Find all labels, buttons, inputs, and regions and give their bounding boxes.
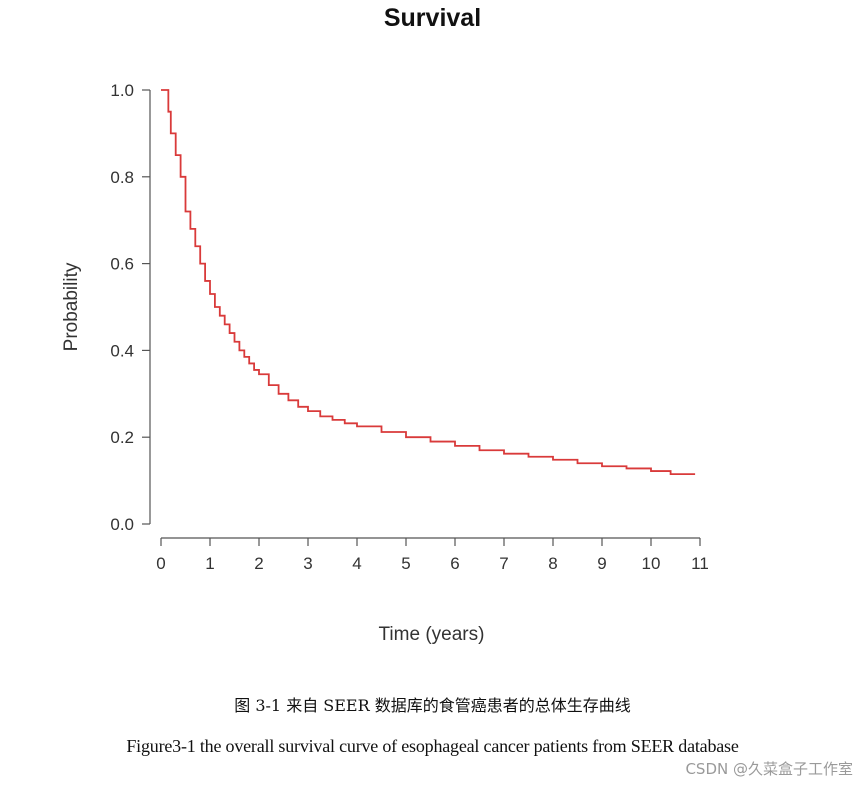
x-tick-label: 1 bbox=[205, 554, 214, 573]
y-axis-label: Probability bbox=[61, 262, 82, 351]
figure-caption-chinese: 图 3-1 来自 SEER 数据库的食管癌患者的总体生存曲线 bbox=[234, 696, 631, 715]
x-tick-label: 5 bbox=[401, 554, 410, 573]
x-axis-label: Time (years) bbox=[379, 624, 485, 645]
y-tick-label: 0.2 bbox=[110, 428, 134, 447]
y-tick-label: 1.0 bbox=[110, 81, 134, 100]
x-tick-label: 3 bbox=[303, 554, 312, 573]
chart-series bbox=[161, 89, 696, 475]
x-tick-label: 9 bbox=[597, 554, 606, 573]
x-tick-label: 4 bbox=[352, 554, 361, 573]
x-tick-label: 11 bbox=[691, 554, 709, 573]
watermark: CSDN @久菜盒子工作室 bbox=[685, 760, 853, 778]
x-tick-label: 8 bbox=[548, 554, 557, 573]
y-tick-label: 0.0 bbox=[110, 515, 134, 534]
y-tick-label: 0.4 bbox=[110, 341, 134, 360]
x-tick-label: 10 bbox=[642, 554, 661, 573]
survival-curve-line bbox=[161, 89, 696, 475]
x-tick-label: 6 bbox=[450, 554, 459, 573]
x-tick-label: 0 bbox=[156, 554, 165, 573]
y-tick-label: 0.8 bbox=[110, 168, 134, 187]
figure-caption-english: Figure3-1 the overall survival curve of … bbox=[126, 736, 739, 756]
y-tick-label: 0.6 bbox=[110, 255, 134, 274]
x-tick-label: 7 bbox=[499, 554, 508, 573]
chart-title: Survival bbox=[383, 4, 482, 32]
x-tick-label: 2 bbox=[254, 554, 263, 573]
chart-axes: 0.0 0.2 0.4 0.6 0.8 1.0 0 1 2 3 4 5 6 7 8 9 10 11 bbox=[110, 81, 708, 573]
